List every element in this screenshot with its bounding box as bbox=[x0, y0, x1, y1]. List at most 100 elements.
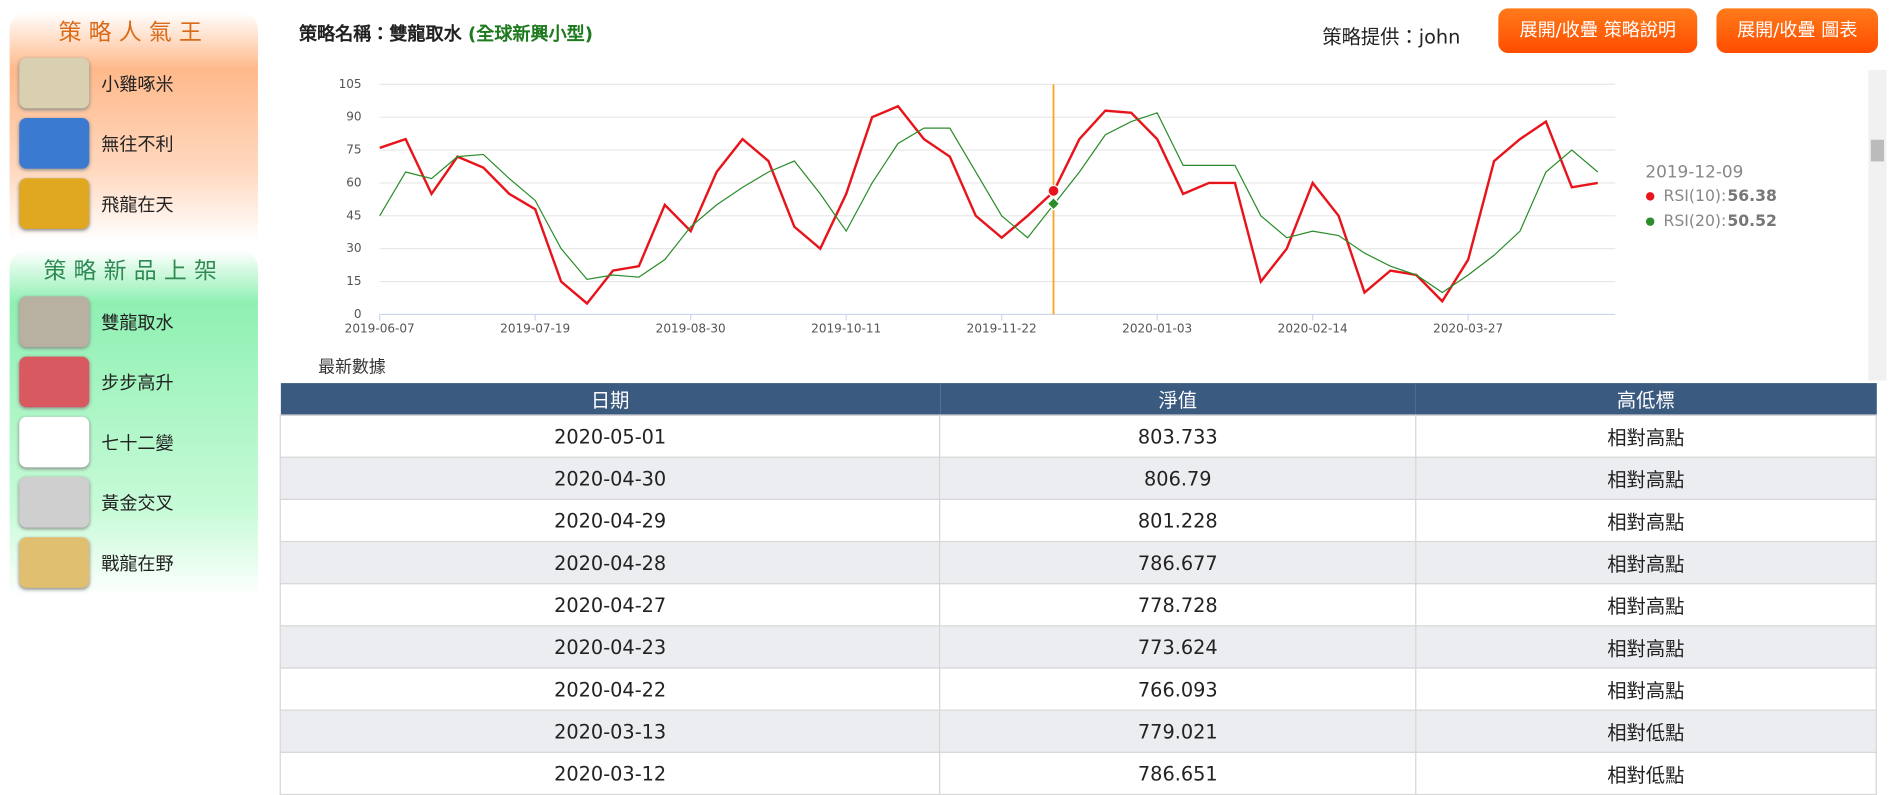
thumbnail bbox=[19, 537, 90, 588]
table-row: 2020-04-27 778.728 相對高點 bbox=[279, 583, 1877, 627]
table-row: 2020-03-13 779.021 相對低點 bbox=[279, 709, 1877, 753]
table-row: 2020-04-23 773.624 相對高點 bbox=[279, 625, 1877, 669]
table-cell: 相對高點 bbox=[1414, 456, 1877, 500]
latest-label: 最新數據 bbox=[318, 357, 386, 378]
line-series bbox=[379, 112, 1599, 294]
item-label: 飛龍在天 bbox=[101, 193, 174, 216]
table-cell: 2020-04-29 bbox=[279, 498, 941, 543]
thumbnail bbox=[19, 57, 90, 109]
column-header: 日期 bbox=[280, 383, 941, 416]
thumbnail bbox=[19, 178, 90, 229]
table-cell: 相對高點 bbox=[1414, 414, 1877, 458]
y-tick-label: 0 bbox=[354, 307, 362, 321]
strategy-label: 策略名稱：雙龍取水 bbox=[298, 22, 462, 45]
table-cell: 786.677 bbox=[939, 540, 1417, 585]
item-label: 黃金交叉 bbox=[101, 492, 174, 514]
scroll-thumb[interactable] bbox=[1870, 139, 1885, 162]
table-cell: 2020-04-28 bbox=[279, 540, 941, 585]
sidebar-item[interactable]: 步步高升 bbox=[10, 352, 258, 412]
section-title: 策略新品上架 bbox=[43, 257, 225, 285]
item-label: 小雞啄米 bbox=[101, 72, 174, 95]
sidebar-item[interactable]: 戰龍在野 bbox=[10, 532, 258, 592]
table-row: 2020-04-30 806.79 相對高點 bbox=[279, 456, 1877, 500]
table-cell: 相對高點 bbox=[1414, 667, 1877, 711]
x-tick-label: 2019-07-19 bbox=[500, 321, 570, 335]
strategy-group: (全球新興小型) bbox=[467, 22, 594, 45]
stage: 策略人氣王 小雞啄米無往不利飛龍在天 策略新品上架 雙龍取水步步高升七十二變黃金… bbox=[9, 8, 1887, 795]
item-label: 戰龍在野 bbox=[101, 552, 174, 575]
table-cell: 相對高點 bbox=[1414, 583, 1877, 627]
scrollbar[interactable] bbox=[1868, 69, 1887, 381]
new-panel: 策略新品上架 雙龍取水步步高升七十二變黃金交叉戰龍在野 bbox=[9, 250, 258, 598]
y-tick-label: 75 bbox=[346, 143, 361, 157]
table-cell: 相對低點 bbox=[1414, 709, 1877, 753]
thumbnail bbox=[19, 356, 90, 408]
table-row: 2020-04-22 766.093 相對高點 bbox=[279, 667, 1877, 711]
x-tick-label: 2020-02-14 bbox=[1278, 321, 1348, 335]
sidebar-item[interactable]: 無往不利 bbox=[10, 113, 258, 173]
hover-point bbox=[1046, 196, 1061, 211]
y-tick-label: 45 bbox=[346, 208, 361, 222]
table-row: 2020-04-29 801.228 相對高點 bbox=[279, 498, 1877, 543]
table-cell: 相對高點 bbox=[1414, 540, 1877, 585]
x-tick-label: 2019-08-30 bbox=[656, 321, 726, 335]
y-tick-label: 105 bbox=[339, 77, 362, 91]
popular-panel: 策略人氣王 小雞啄米無往不利飛龍在天 bbox=[9, 12, 258, 241]
thumbnail bbox=[19, 296, 90, 347]
table-cell: 766.093 bbox=[939, 667, 1417, 711]
table-cell: 806.79 bbox=[939, 456, 1417, 500]
table-row: 2020-04-28 786.677 相對高點 bbox=[279, 540, 1877, 585]
page: 策略人氣王 小雞啄米無往不利飛龍在天 策略新品上架 雙龍取水步步高升七十二變黃金… bbox=[9, 8, 1887, 795]
x-tick-label: 2020-01-03 bbox=[1122, 321, 1192, 335]
thumbnail bbox=[19, 118, 90, 169]
column-header: 淨值 bbox=[940, 383, 1416, 416]
chart: 0 15 30 45 60 75 90 105 2019-06-07 2019-07-19 2019… bbox=[339, 77, 1777, 336]
y-tick-label: 60 bbox=[346, 175, 361, 189]
provider: 策略提供：john bbox=[1322, 25, 1461, 49]
x-tick-label: 2020-03-27 bbox=[1433, 321, 1503, 335]
table-cell: 801.228 bbox=[939, 498, 1417, 543]
strategy-name: 策略名稱：雙龍取水 (全球新興小型) bbox=[299, 20, 593, 45]
tooltip-value: 50.52 bbox=[1727, 211, 1777, 230]
section-title: 策略人氣王 bbox=[58, 19, 210, 46]
tooltip-label: RSI(10): bbox=[1663, 186, 1726, 205]
thumbnail bbox=[19, 416, 90, 468]
x-tick-label: 2019-10-11 bbox=[811, 321, 881, 335]
item-label: 七十二變 bbox=[101, 431, 174, 454]
tooltip-value: 56.38 bbox=[1727, 186, 1777, 205]
sidebar-item[interactable]: 七十二變 bbox=[10, 412, 258, 472]
tooltip-label: RSI(20): bbox=[1663, 211, 1726, 230]
item-label: 雙龍取水 bbox=[101, 311, 174, 334]
x-tick-label: 2019-06-07 bbox=[345, 321, 415, 335]
table-cell: 786.651 bbox=[939, 751, 1417, 795]
y-tick-label: 90 bbox=[346, 110, 361, 124]
tooltip-dot bbox=[1645, 192, 1655, 201]
table-cell: 2020-04-30 bbox=[279, 456, 941, 500]
toggle-chart[interactable]: 展開/收疊 圖表 bbox=[1716, 8, 1879, 54]
y-tick-label: 15 bbox=[346, 274, 361, 288]
table-cell: 2020-03-13 bbox=[279, 709, 941, 753]
y-tick-label: 30 bbox=[346, 241, 361, 255]
table-cell: 2020-04-22 bbox=[279, 667, 941, 711]
sidebar-item[interactable]: 雙龍取水 bbox=[10, 292, 258, 352]
sidebar-item[interactable]: 小雞啄米 bbox=[10, 53, 258, 113]
item-label: 無往不利 bbox=[101, 133, 174, 155]
data-table: 日期 淨值 高低標 2020-05-01 803.733 相對高點 2020-04-30 80… bbox=[279, 383, 1877, 795]
table-cell: 2020-05-01 bbox=[279, 414, 941, 458]
column-header: 高低標 bbox=[1415, 383, 1877, 416]
table-cell: 778.728 bbox=[939, 583, 1417, 627]
sidebar-item[interactable]: 飛龍在天 bbox=[10, 173, 258, 233]
table-cell: 2020-03-12 bbox=[279, 751, 941, 795]
tooltip-dot bbox=[1645, 217, 1655, 226]
x-tick-label: 2019-11-22 bbox=[967, 321, 1037, 335]
thumbnail bbox=[19, 477, 90, 528]
table-cell: 2020-04-23 bbox=[279, 625, 941, 669]
toggle-description[interactable]: 展開/收疊 策略說明 bbox=[1498, 8, 1698, 54]
sidebar-item[interactable]: 黃金交叉 bbox=[10, 472, 258, 532]
table-cell: 779.021 bbox=[939, 709, 1417, 753]
table-row: 2020-03-12 786.651 相對低點 bbox=[279, 751, 1877, 795]
item-label: 步步高升 bbox=[101, 371, 174, 394]
table-cell: 803.733 bbox=[939, 414, 1417, 458]
table-cell: 773.624 bbox=[939, 625, 1417, 669]
table-cell: 相對高點 bbox=[1414, 498, 1877, 543]
